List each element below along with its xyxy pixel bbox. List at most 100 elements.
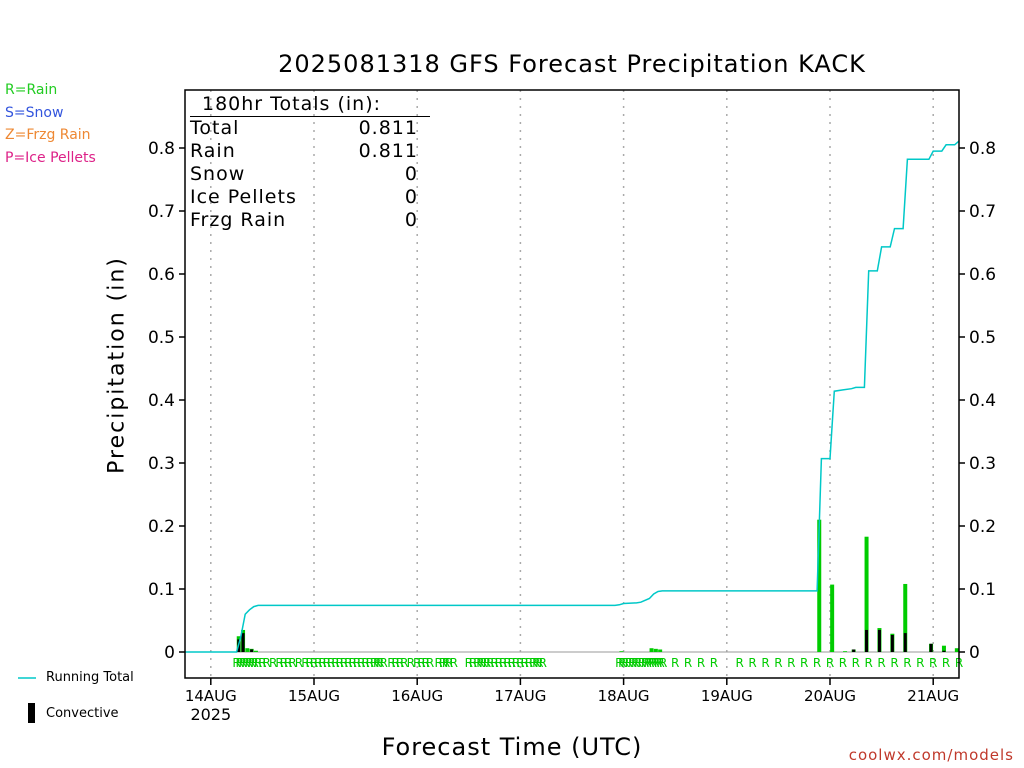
ptype-marker: R [327,656,335,670]
totals-header: 180hr Totals (in): [190,92,430,117]
ptype-marker: R [284,656,292,670]
y-tick-label-left: 0.4 [148,391,175,411]
ptype-marker: R [525,656,533,670]
rain-bar [903,583,908,652]
ptype-marker: R [748,656,756,670]
rain-bar [619,651,624,652]
ptype-marker: R [483,656,491,670]
convective-bar [865,629,869,652]
ptype-marker: R [615,656,623,670]
ptype-marker: R [473,656,481,670]
rain-bar [954,648,959,652]
y-tick-label-left: 0.2 [148,517,175,537]
rain-bar [658,649,663,652]
running-total-layer [185,140,960,653]
ptype-marker: R [631,656,639,670]
ptype-marker: R [357,656,365,670]
ptype-marker: R [376,656,384,670]
ptype-marker: R [508,656,516,670]
rain-bar [864,536,869,652]
ptype-legend-ice-pellets: P=Ice Pellets [5,150,96,166]
convective-bar [890,634,894,652]
y-tick-label-right: 0.6 [969,265,996,285]
y-tick-label-right: 0.7 [969,202,996,222]
ptype-marker: R [800,656,808,670]
ptype-marker: R [521,656,529,670]
ptype-marker: R [396,656,404,670]
ptype-marker: R [865,656,873,670]
x-axis-label: Forecast Time (UTC) [381,733,643,761]
ptype-marker: R [641,656,649,670]
x-tick-label: 18AUG [598,687,650,705]
totals-row-frzg-rain: Frzg Rain 0 [190,209,418,232]
grid-lines [185,90,959,678]
ptype-marker: R [495,656,503,670]
totals-value: 0.811 [358,117,418,139]
convective-legend-label: Convective [46,706,119,721]
ptype-marker: R [535,656,543,670]
ptype-marker: R [916,656,924,670]
ptype-marker: R [288,656,296,670]
ptype-marker: R [232,656,240,670]
convective-bar [903,633,907,652]
ptype-marker: R [306,656,314,670]
ptype-marker: R [486,656,494,670]
convective-bar [250,649,254,652]
ptype-marker: R [387,656,395,670]
ptype-marker: R [340,656,348,670]
ptype-marker: R [637,656,645,670]
ptype-marker: R [400,656,408,670]
ptype-marker: R [250,656,258,670]
totals-row-snow: Snow 0 [190,163,418,186]
ptype-marker: R [442,656,450,670]
ptype-legend-rain: R=Rain [5,82,58,98]
ptype-marker: R [269,656,277,670]
ptype-marker: R [532,656,540,670]
y-tick-label-right: 0.3 [969,454,996,474]
totals-label: Frzg Rain [190,209,287,231]
ptype-marker: R [366,656,374,670]
x-tick-sublabel: 2025 [190,705,231,724]
ptype-marker: R [310,656,318,670]
x-tick-label: 16AUG [391,687,443,705]
ptype-marker: R [426,656,434,670]
ptype-marker: R [295,656,303,670]
y-tick-label-left: 0.6 [148,265,175,285]
ptype-marker: R [258,656,266,670]
x-tick-label: 21AUG [907,687,959,705]
totals-label: Total [190,117,240,139]
y-tick-label-left: 0.7 [148,202,175,222]
ptype-marker: R [336,656,344,670]
ptype-marker: R [736,656,744,670]
ptype-marker: R [422,656,430,670]
ptype-marker: R [671,656,679,670]
rain-bar [653,648,658,652]
rain-bar [817,519,822,652]
x-tick-label: 15AUG [288,687,340,705]
rain-bar [245,648,250,652]
ptype-marker: R [353,656,361,670]
ptype-marker: R [314,656,322,670]
ptype-marker: R [370,656,378,670]
ptype-marker: R [761,656,769,670]
y-tick-label-left: 0.8 [148,139,175,159]
chart-title: 2025081318 GFS Forecast Precipitation KA… [278,50,866,78]
convective-bar [241,633,245,652]
y-tick-label-right: 0 [969,643,980,663]
y-tick-label-left: 0.1 [148,580,175,600]
ptype-marker: R [254,656,262,670]
ptype-legend-frzg-rain: Z=Frzg Rain [5,127,91,143]
ptype-marker: R [280,656,288,670]
plot-frame [184,89,960,679]
y-tick-label-right: 0.2 [969,517,996,537]
rain-bar [830,584,835,652]
y-tick-label-left: 0.3 [148,454,175,474]
totals-row-ice-pellets: Ice Pellets 0 [190,186,418,209]
y-tick-label-right: 0.5 [969,328,996,348]
ptype-marker: R [654,656,662,670]
ptype-marker: R [659,656,667,670]
ptype-marker: R [903,656,911,670]
ptype-marker: R [476,656,484,670]
ptype-marker: R [235,656,243,670]
